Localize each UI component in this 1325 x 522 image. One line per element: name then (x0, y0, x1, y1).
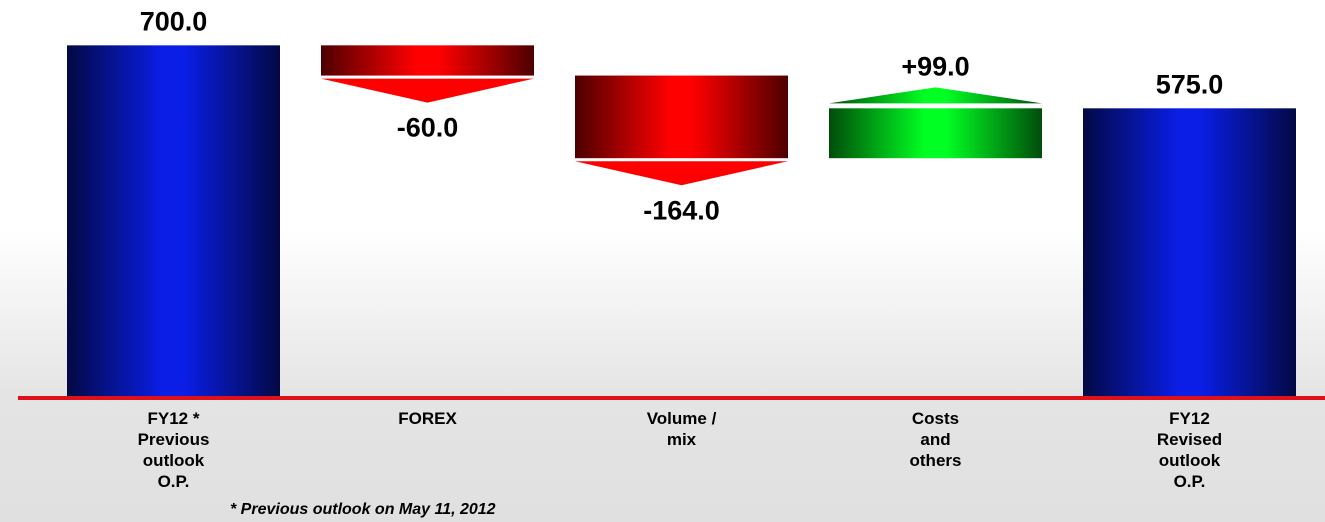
category-label: FY12 Revised outlook O.P. (1156, 409, 1223, 491)
value-label: +99.0 (901, 51, 969, 81)
value-label: -60.0 (397, 113, 459, 143)
arrow (321, 78, 534, 103)
value-label: 700.0 (140, 6, 208, 36)
arrow (575, 161, 788, 186)
value-label: -164.0 (643, 195, 720, 225)
value-label: 575.0 (1156, 69, 1224, 99)
footnote: * Previous outlook on May 11, 2012 (230, 501, 496, 518)
bar (67, 45, 280, 399)
bar (829, 108, 1042, 159)
category-label: FOREX (398, 409, 457, 428)
category-label: Costs and others (909, 409, 962, 470)
category-label: FY12 * Previous outlook O.P. (137, 409, 210, 491)
bar (575, 75, 788, 159)
arrow (829, 87, 1042, 104)
bar (1083, 108, 1296, 398)
category-label: Volume / mix (646, 409, 717, 449)
bar (321, 45, 534, 76)
